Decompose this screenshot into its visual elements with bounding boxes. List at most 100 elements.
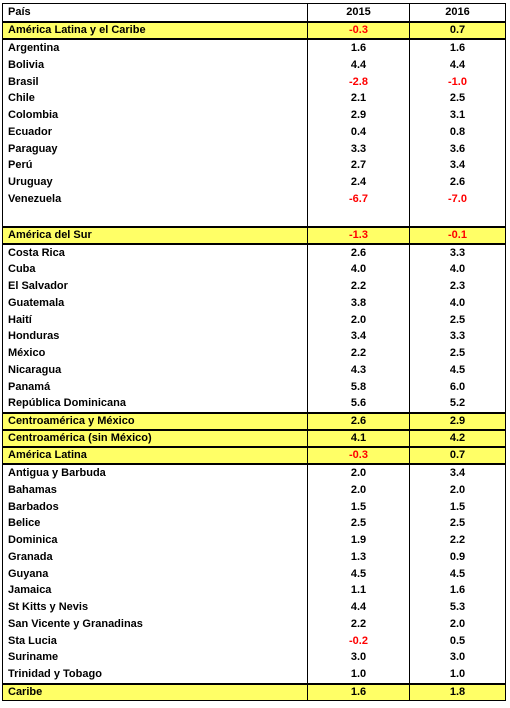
value-2015-cell: 1.6 xyxy=(307,39,410,57)
table-row: Bolivia 4.4 4.4 xyxy=(2,56,506,74)
value-2015-cell: 4.4 xyxy=(307,599,410,616)
value-2015-cell: 3.8 xyxy=(307,294,410,312)
value-2016-cell: 6.0 xyxy=(409,378,506,396)
header-2015: 2015 xyxy=(307,3,410,23)
value-2016-cell: 2.0 xyxy=(409,615,506,633)
country-cell: Ecuador xyxy=(2,123,308,141)
table-row: Guyana 4.5 4.5 xyxy=(2,565,506,583)
country-cell: Granada xyxy=(2,548,308,566)
value-2016-cell: 5.3 xyxy=(409,599,506,616)
table-body: América Latina y el Caribe -0.3 0.7 Argenti… xyxy=(2,21,506,701)
value-2016-cell: 3.4 xyxy=(409,464,506,482)
value-2016-cell: 1.6 xyxy=(409,39,506,57)
value-2015-cell: 3.4 xyxy=(307,328,410,345)
country-cell: Belice xyxy=(2,515,308,532)
table-row: Barbados 1.5 1.5 xyxy=(2,498,506,516)
table-row: Cuba 4.0 4.0 xyxy=(2,261,506,278)
country-cell: El Salvador xyxy=(2,278,308,295)
value-2015-cell: 1.3 xyxy=(307,548,410,566)
value-2015-cell: 0.4 xyxy=(307,123,410,141)
value-2015-cell: 2.9 xyxy=(307,107,410,124)
value-2016-cell: 5.2 xyxy=(409,395,506,413)
value-2016-cell: 0.5 xyxy=(409,632,506,650)
country-cell: Jamaica xyxy=(2,582,308,599)
subtotal-row: América del Sur -1.3 -0.1 xyxy=(2,225,506,245)
value-2015-cell: 2.0 xyxy=(307,464,410,482)
spacer-row xyxy=(2,207,506,227)
table-row: Ecuador 0.4 0.8 xyxy=(2,123,506,141)
country-cell: Venezuela xyxy=(2,190,308,208)
value-2016-cell: 2.3 xyxy=(409,278,506,295)
header-2016: 2016 xyxy=(409,3,506,23)
value-2016-cell xyxy=(409,207,506,227)
subtotal-row: América Latina -0.3 0.7 xyxy=(2,446,506,465)
value-2015-cell: 5.6 xyxy=(307,395,410,413)
country-cell: América Latina y el Caribe xyxy=(2,21,308,40)
value-2015-cell: -0.3 xyxy=(307,21,410,40)
table-row: Nicaragua 4.3 4.5 xyxy=(2,361,506,379)
value-2016-cell: 2.0 xyxy=(409,481,506,499)
value-2016-cell: 3.0 xyxy=(409,649,506,666)
value-2015-cell: 4.3 xyxy=(307,361,410,379)
value-2016-cell: 3.3 xyxy=(409,328,506,345)
value-2015-cell: 1.6 xyxy=(307,682,410,701)
country-cell: América Latina xyxy=(2,446,308,465)
country-cell: Brasil xyxy=(2,73,308,91)
value-2016-cell: 2.9 xyxy=(409,412,506,431)
value-2016-cell: 4.4 xyxy=(409,56,506,74)
country-cell xyxy=(2,207,308,227)
value-2015-cell: 4.0 xyxy=(307,261,410,278)
value-2016-cell: 0.7 xyxy=(409,446,506,465)
country-cell: Perú xyxy=(2,157,308,174)
value-2015-cell: 2.0 xyxy=(307,481,410,499)
subtotal-row: Caribe 1.6 1.8 xyxy=(2,682,506,701)
subtotal-row: América Latina y el Caribe -0.3 0.7 xyxy=(2,21,506,40)
value-2015-cell: 2.2 xyxy=(307,345,410,362)
country-cell: República Dominicana xyxy=(2,395,308,413)
table-row: Sta Lucia -0.2 0.5 xyxy=(2,632,506,650)
value-2015-cell: -6.7 xyxy=(307,190,410,208)
country-cell: Honduras xyxy=(2,328,308,345)
value-2016-cell: 0.7 xyxy=(409,21,506,40)
table-row: Suriname 3.0 3.0 xyxy=(2,649,506,666)
country-cell: Bahamas xyxy=(2,481,308,499)
value-2016-cell: 4.0 xyxy=(409,294,506,312)
value-2015-cell: 1.9 xyxy=(307,532,410,549)
table-row: Dominica 1.9 2.2 xyxy=(2,532,506,549)
country-cell: Bolivia xyxy=(2,56,308,74)
value-2015-cell: 3.0 xyxy=(307,649,410,666)
table-row: Uruguay 2.4 2.6 xyxy=(2,174,506,191)
value-2016-cell: 1.0 xyxy=(409,666,506,684)
growth-table-container: País 2015 2016 América Latina y el Carib… xyxy=(2,3,506,701)
value-2016-cell: 2.6 xyxy=(409,174,506,191)
value-2016-cell: 4.0 xyxy=(409,261,506,278)
value-2016-cell: 3.6 xyxy=(409,140,506,158)
value-2016-cell: 4.5 xyxy=(409,361,506,379)
table-row: Argentina 1.6 1.6 xyxy=(2,39,506,57)
country-cell: Panamá xyxy=(2,378,308,396)
table-row: San Vicente y Granadinas 2.2 2.0 xyxy=(2,615,506,633)
country-cell: Costa Rica xyxy=(2,243,308,262)
value-2016-cell: -7.0 xyxy=(409,190,506,208)
table-row: Trinidad y Tobago 1.0 1.0 xyxy=(2,666,506,684)
country-cell: St Kitts y Nevis xyxy=(2,599,308,616)
value-2015-cell: 2.2 xyxy=(307,278,410,295)
subtotal-row: Centroamérica y México 2.6 2.9 xyxy=(2,412,506,431)
value-2016-cell: 2.2 xyxy=(409,532,506,549)
country-cell: Barbados xyxy=(2,498,308,516)
country-cell: Centroamérica (sin México) xyxy=(2,429,308,448)
value-2015-cell: 4.4 xyxy=(307,56,410,74)
country-cell: Argentina xyxy=(2,39,308,57)
table-row: El Salvador 2.2 2.3 xyxy=(2,278,506,295)
table-row: Jamaica 1.1 1.6 xyxy=(2,582,506,599)
country-cell: Guyana xyxy=(2,565,308,583)
value-2016-cell: 2.5 xyxy=(409,311,506,329)
value-2015-cell xyxy=(307,207,410,227)
value-2015-cell: 2.2 xyxy=(307,615,410,633)
value-2015-cell: 2.7 xyxy=(307,157,410,174)
value-2015-cell: -2.8 xyxy=(307,73,410,91)
country-cell: Antigua y Barbuda xyxy=(2,464,308,482)
value-2016-cell: 4.5 xyxy=(409,565,506,583)
table-row: Granada 1.3 0.9 xyxy=(2,548,506,566)
value-2016-cell: 3.3 xyxy=(409,243,506,262)
